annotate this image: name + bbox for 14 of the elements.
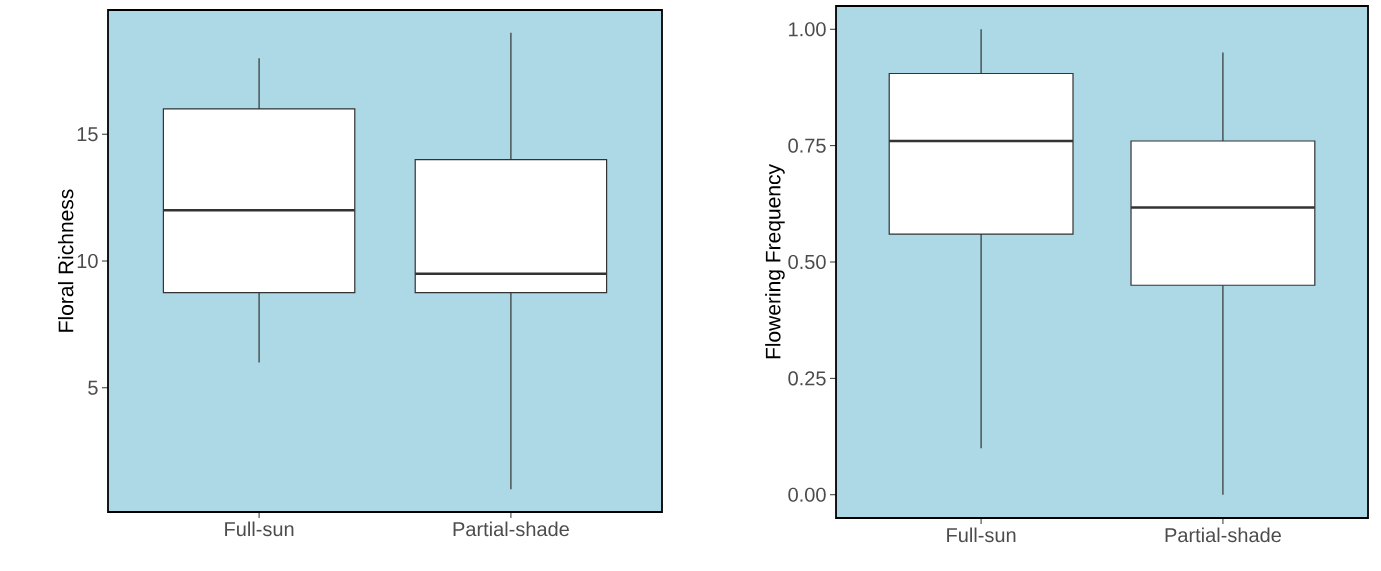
y-tick-label: 0.25 <box>788 371 826 386</box>
y-tick-label: 1.00 <box>789 22 826 37</box>
x-tick-label: Partial-shade <box>453 521 569 537</box>
y-tick-label: 10 <box>77 253 98 269</box>
y-axis-title: Flowering Frequency <box>765 164 785 359</box>
y-axis-title: Floral Richness <box>57 189 74 332</box>
y-tick-label: 0.00 <box>788 487 826 502</box>
x-tick-label: Full-sun <box>225 521 294 537</box>
y-tick-label: 5 <box>88 380 98 395</box>
y-tick-label: 0.50 <box>788 254 826 270</box>
y-tick-label: 15 <box>77 127 98 142</box>
x-tick-label: Partial-shade <box>1165 527 1281 543</box>
x-tick-label: Full-sun <box>947 527 1016 543</box>
y-tick-label: 0.75 <box>788 138 826 153</box>
